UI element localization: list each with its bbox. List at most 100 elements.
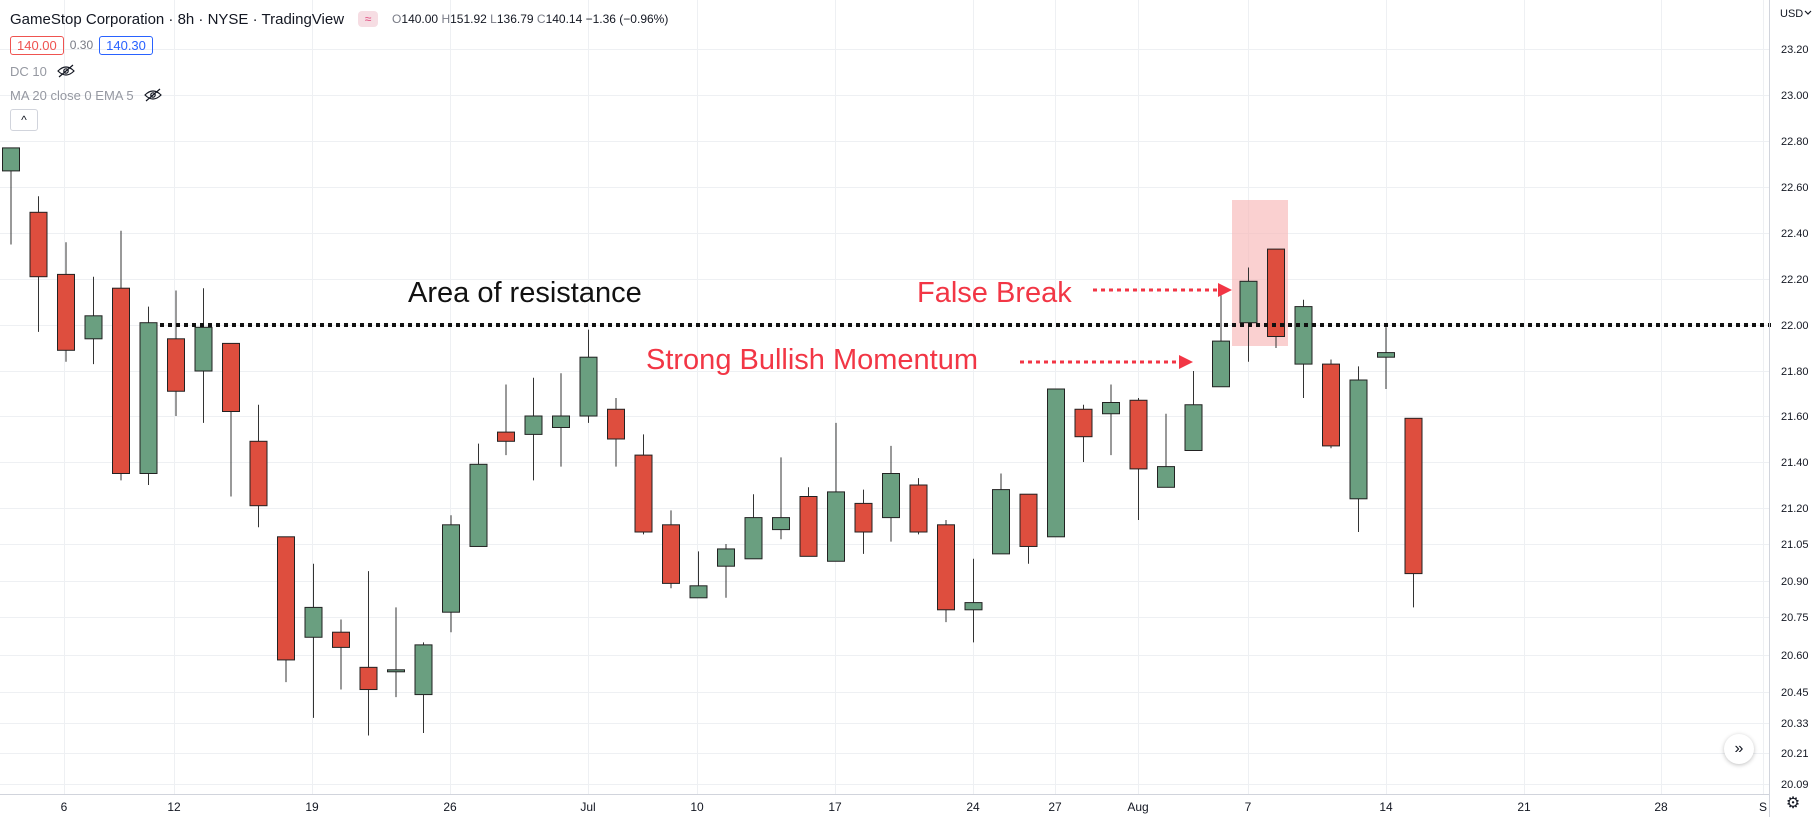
currency-dropdown-icon[interactable] <box>1804 10 1812 15</box>
price-axis[interactable]: 23.20 23.00 22.80 22.60 22.40 22.20 22.00 21.80… <box>1781 44 1809 791</box>
candle-body <box>827 491 845 562</box>
candle-bearish <box>29 196 48 332</box>
hidden-eye-icon[interactable] <box>143 88 162 102</box>
candle-bullish <box>1102 384 1120 456</box>
price-tick-label: 22.40 <box>1781 228 1809 240</box>
price-tick-label: 22.60 <box>1781 182 1809 194</box>
candle-bullish <box>827 422 845 562</box>
chart-legend: GameStop Corporation · 8h · NYSE · Tradi… <box>10 7 668 131</box>
candle-body <box>634 454 653 533</box>
candle-bearish <box>332 619 350 690</box>
candle-bearish <box>634 434 653 535</box>
candle-body <box>414 644 433 696</box>
candle-body <box>1074 408 1093 438</box>
currency-label[interactable]: USD <box>1780 8 1803 20</box>
indicator-ma-ema[interactable]: MA 20 close 0 EMA 5 <box>10 87 134 103</box>
candles <box>2 147 1423 736</box>
candle-bearish <box>1129 398 1148 520</box>
candle-bearish <box>112 230 130 481</box>
candle-body <box>1404 417 1423 575</box>
candle-body <box>1267 248 1285 338</box>
candle-bullish <box>772 457 790 540</box>
candle-body <box>882 473 900 519</box>
candle-body <box>689 585 708 599</box>
price-tick-label: 20.33 <box>1781 718 1809 730</box>
compare-icon[interactable]: ≈ <box>358 11 379 27</box>
time-tick-label: 21 <box>1517 800 1531 814</box>
time-tick-label: 24 <box>966 800 980 814</box>
annotations: Area of resistance False Break Strong Bu… <box>408 277 1232 376</box>
price-tick-label: 21.60 <box>1781 411 1809 423</box>
candle-body <box>497 431 515 442</box>
candle-bearish <box>937 520 955 623</box>
candle-body <box>277 536 295 661</box>
candle-bullish <box>689 551 708 599</box>
hidden-eye-icon[interactable] <box>57 64 75 78</box>
double-chevron-right-icon: » <box>1734 740 1744 757</box>
time-axis[interactable]: 6 12 19 26 Jul 10 17 24 27 Aug 7 14 21 28 S <box>61 800 1767 814</box>
candle-bearish <box>1322 359 1340 449</box>
annotation-strong-bullish-momentum: Strong Bullish Momentum <box>646 344 978 376</box>
candle-bullish <box>882 445 900 542</box>
price-tick-label: 20.09 <box>1781 779 1809 791</box>
candle-bearish <box>1019 493 1038 564</box>
price-tick-label: 20.60 <box>1781 650 1809 662</box>
time-tick-label: 27 <box>1048 800 1062 814</box>
candle-body <box>84 315 103 340</box>
price-tick-label: 20.45 <box>1781 687 1809 699</box>
candle-bullish <box>84 276 103 365</box>
candle-body <box>937 524 955 611</box>
gear-icon[interactable]: ⚙ <box>1785 795 1801 812</box>
candle-bullish <box>1349 366 1368 532</box>
candle-bearish <box>249 404 268 528</box>
price-tick-label: 21.20 <box>1781 503 1809 515</box>
candle-bullish <box>992 473 1010 555</box>
candle-body <box>799 496 818 557</box>
candle-bullish <box>1212 295 1230 388</box>
time-tick-label: 28 <box>1654 800 1668 814</box>
candle-bullish <box>1184 371 1203 451</box>
candle-bearish <box>909 478 928 535</box>
time-tick-label: 10 <box>690 800 704 814</box>
candle-body <box>1102 402 1120 415</box>
time-tick-label: Aug <box>1127 800 1148 814</box>
price-tick-label: 21.05 <box>1781 539 1809 551</box>
price-tick-label: 22.80 <box>1781 136 1809 148</box>
time-tick-label: 14 <box>1379 800 1393 814</box>
candle-body <box>57 273 75 351</box>
symbol-title[interactable]: GameStop Corporation · 8h · NYSE · Tradi… <box>10 10 345 28</box>
candle-bearish <box>167 290 185 416</box>
candle-bullish <box>387 607 405 698</box>
candle-bearish <box>854 489 873 554</box>
candle-bullish <box>469 443 488 547</box>
candle-body <box>964 602 983 611</box>
candle-body <box>1129 399 1148 470</box>
annotation-false-break: False Break <box>917 277 1072 309</box>
candle-bearish <box>662 510 680 589</box>
candle-body <box>607 408 625 440</box>
candle-body <box>304 606 323 638</box>
candle-bullish <box>1239 267 1258 362</box>
candle-body <box>249 440 268 507</box>
candle-body <box>992 489 1010 555</box>
time-tick-label: 17 <box>828 800 842 814</box>
candle-bullish <box>579 329 598 423</box>
candle-body <box>359 666 378 691</box>
candle-body <box>744 517 763 560</box>
candle-bullish <box>964 558 983 643</box>
sell-price-button[interactable]: 140.00 <box>10 35 64 55</box>
collapse-legend-button[interactable]: ^ <box>10 109 38 131</box>
buy-price-button[interactable]: 140.30 <box>99 35 153 55</box>
time-tick-label: 19 <box>305 800 319 814</box>
price-tick-label: 21.80 <box>1781 366 1809 378</box>
candle-bullish <box>2 147 20 245</box>
candle-body <box>1322 363 1340 447</box>
candle-bearish <box>1074 404 1093 462</box>
indicator-dc[interactable]: DC 10 <box>10 63 47 79</box>
candle-bullish <box>1294 299 1313 398</box>
candle-bearish <box>359 571 378 736</box>
candle-bearish <box>799 487 818 557</box>
candle-bullish <box>717 544 735 598</box>
scroll-to-realtime-button[interactable]: » <box>1724 734 1754 764</box>
